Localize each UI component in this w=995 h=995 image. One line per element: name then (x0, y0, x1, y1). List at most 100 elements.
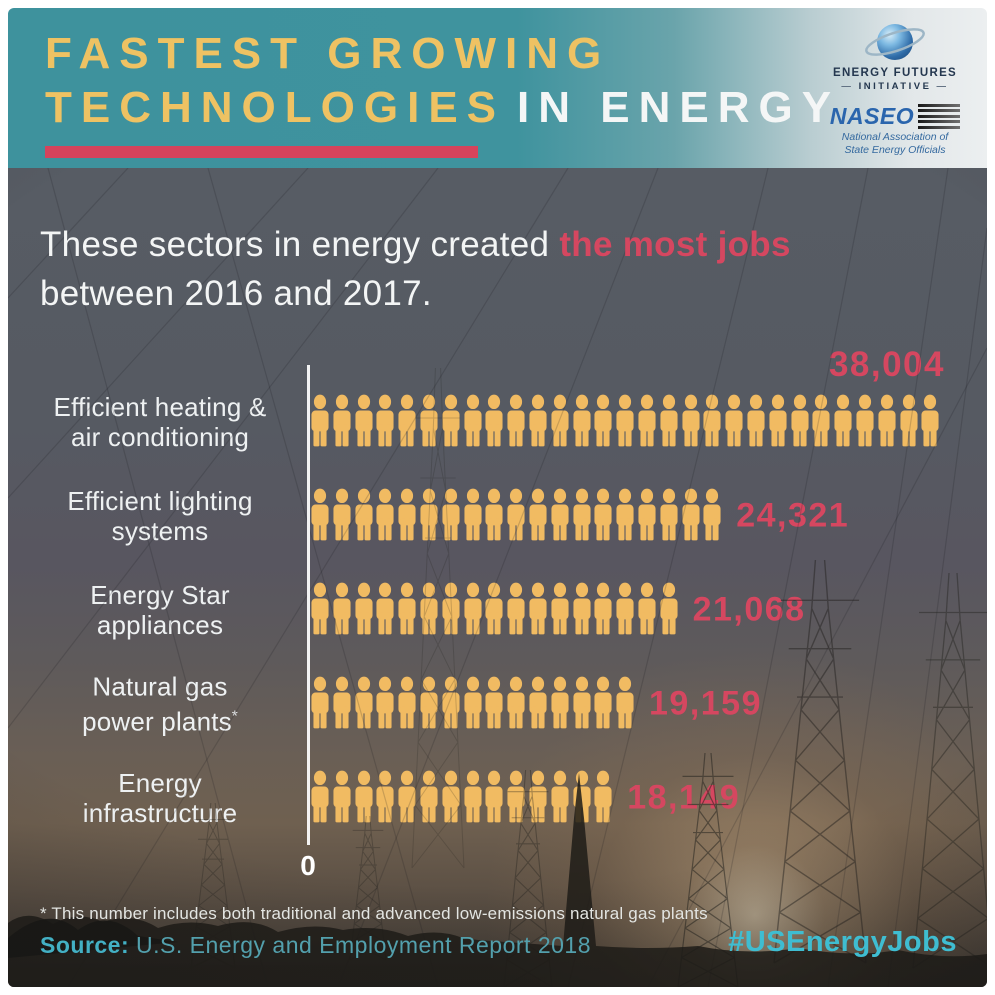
person-icon (397, 675, 417, 732)
person-icon (899, 393, 919, 450)
person-icon (484, 581, 504, 638)
person-icon (484, 769, 504, 826)
person-icon (637, 487, 657, 544)
person-icon (441, 393, 461, 450)
source-line: Source: U.S. Energy and Employment Repor… (40, 932, 591, 959)
footnote-asterisk: * (231, 707, 238, 725)
person-icon (463, 487, 483, 544)
person-icon (702, 487, 722, 544)
person-icon (593, 393, 613, 450)
category-label: Efficient heating & air conditioning (53, 391, 267, 452)
naseo-logo-name: NASEO (829, 102, 915, 129)
person-icon (572, 581, 592, 638)
person-icon (506, 393, 526, 450)
category-label: Efficient lightingsystems (67, 485, 253, 546)
person-icon (354, 769, 374, 826)
person-icon (855, 393, 875, 450)
value-label: 18,149 (627, 778, 741, 816)
value-label: 38,004 (828, 345, 945, 384)
naseo-sub-line2: State Energy Officials (844, 144, 946, 156)
person-icon (419, 581, 439, 638)
person-icon (441, 675, 461, 732)
person-icon (506, 675, 526, 732)
person-icon (528, 675, 548, 732)
person-icon (724, 393, 744, 450)
person-icon (332, 487, 352, 544)
person-icon (833, 393, 853, 450)
person-icon (332, 769, 352, 826)
chart-row: Energy infrastructure 18,149 (8, 767, 987, 828)
intro-line1: These sectors in energy created (40, 225, 560, 264)
person-icon (484, 487, 504, 544)
person-icon (506, 769, 526, 826)
chart-area: These sectors in energy created the most… (8, 168, 987, 987)
person-icon (397, 769, 417, 826)
intro-line2: between 2016 and 2017. (40, 274, 432, 313)
person-icon (354, 581, 374, 638)
title-line2-highlight: TECHNOLOGIES (45, 83, 506, 132)
person-icon (550, 581, 570, 638)
person-icon (920, 393, 940, 450)
person-icon (310, 581, 330, 638)
person-icon (659, 393, 679, 450)
person-icon (441, 581, 461, 638)
person-icon (397, 393, 417, 450)
person-icon (572, 393, 592, 450)
person-icon (332, 675, 352, 732)
header: FASTEST GROWING TECHNOLOGIES IN ENERGY EN… (8, 8, 987, 168)
efi-logo-name: ENERGY FUTURES (832, 67, 958, 79)
page-title: FASTEST GROWING TECHNOLOGIES IN ENERGY (45, 28, 840, 158)
person-icon (550, 769, 570, 826)
person-icon (484, 675, 504, 732)
person-icon (790, 393, 810, 450)
person-icon (463, 581, 483, 638)
person-icon (528, 487, 548, 544)
person-icon (375, 581, 395, 638)
person-icon (310, 487, 330, 544)
person-icon (397, 487, 417, 544)
person-icon (593, 487, 613, 544)
person-icon (659, 487, 679, 544)
person-icon (310, 675, 330, 732)
chart-row: Energy Star appliances 21,068 (8, 580, 987, 640)
person-icon (637, 393, 657, 450)
efi-globe-icon (863, 20, 927, 64)
person-icon (441, 487, 461, 544)
person-icon (615, 675, 635, 732)
person-icon (484, 393, 504, 450)
person-icon (702, 393, 722, 450)
person-icon (463, 769, 483, 826)
logo-panel: ENERGY FUTURES INITIATIVE NASEO National… (819, 20, 971, 157)
title-line1: FASTEST GROWING (45, 29, 611, 78)
category-label: Energy infrastructure (82, 767, 238, 828)
intro-text: These sectors in energy created the most… (40, 220, 791, 318)
person-icon (375, 769, 395, 826)
naseo-sub-line1: National Association of (841, 131, 949, 143)
person-icon (463, 393, 483, 450)
person-icon (332, 393, 352, 450)
chart-row: Efficient lightingsystems 24,321 (8, 485, 987, 546)
person-icon (528, 393, 548, 450)
person-icon (375, 487, 395, 544)
icon-bar (310, 675, 635, 732)
person-icon (811, 393, 831, 450)
person-icon (419, 487, 439, 544)
person-icon (550, 675, 570, 732)
icon-bar (310, 581, 679, 638)
person-icon (397, 581, 417, 638)
person-icon (615, 393, 635, 450)
person-icon (572, 675, 592, 732)
person-icon (681, 487, 701, 544)
orbit-ring-icon (865, 28, 925, 56)
person-icon (332, 581, 352, 638)
icon-bar (310, 769, 613, 826)
intro-highlight: the most jobs (559, 225, 791, 264)
person-icon (572, 487, 592, 544)
person-icon (375, 675, 395, 732)
person-icon (593, 675, 613, 732)
source-text: U.S. Energy and Employment Report 2018 (136, 932, 591, 958)
title-line2: TECHNOLOGIES IN ENERGY (45, 82, 840, 134)
chart-row: Efficient heating & air conditioning 38,00… (8, 345, 987, 452)
value-label: 24,321 (736, 496, 850, 534)
